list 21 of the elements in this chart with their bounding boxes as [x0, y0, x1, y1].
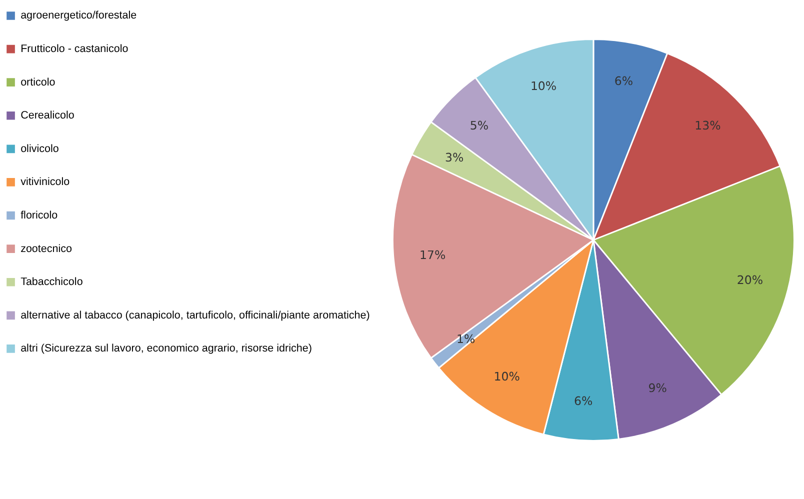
data-label: 20%: [736, 273, 764, 288]
legend-label: olivicolo: [20, 142, 59, 155]
legend-label: alternative al tabacco (canapicolo, tartuficolo, officinali/piante aromatiche): [20, 309, 370, 322]
data-label: 3%: [445, 150, 464, 165]
legend-label: orticolo: [20, 76, 56, 88]
legend-label: zootecnico: [20, 242, 72, 255]
data-label: 5%: [470, 118, 489, 133]
data-label: 6%: [574, 394, 593, 408]
data-label: 10%: [530, 79, 557, 94]
legend-label: Tabacchicolo: [20, 276, 83, 288]
data-label: 9%: [648, 381, 667, 396]
legend-label: floricolo: [20, 209, 58, 222]
legend-label: Frutticolo - castanicolo: [20, 42, 128, 55]
legend-label: altri (Sicurezza sul lavoro, economico agrario, risorse idriche): [20, 342, 312, 355]
legend-label: Cerealicolo: [20, 110, 74, 122]
data-label: 13%: [694, 118, 721, 133]
data-label: 6%: [614, 74, 634, 88]
legend-label: vitivinicolo: [20, 176, 70, 188]
data-label: 17%: [420, 248, 446, 262]
data-label: 10%: [494, 369, 520, 384]
legend-label: agroenergetico/forestale: [20, 10, 137, 22]
